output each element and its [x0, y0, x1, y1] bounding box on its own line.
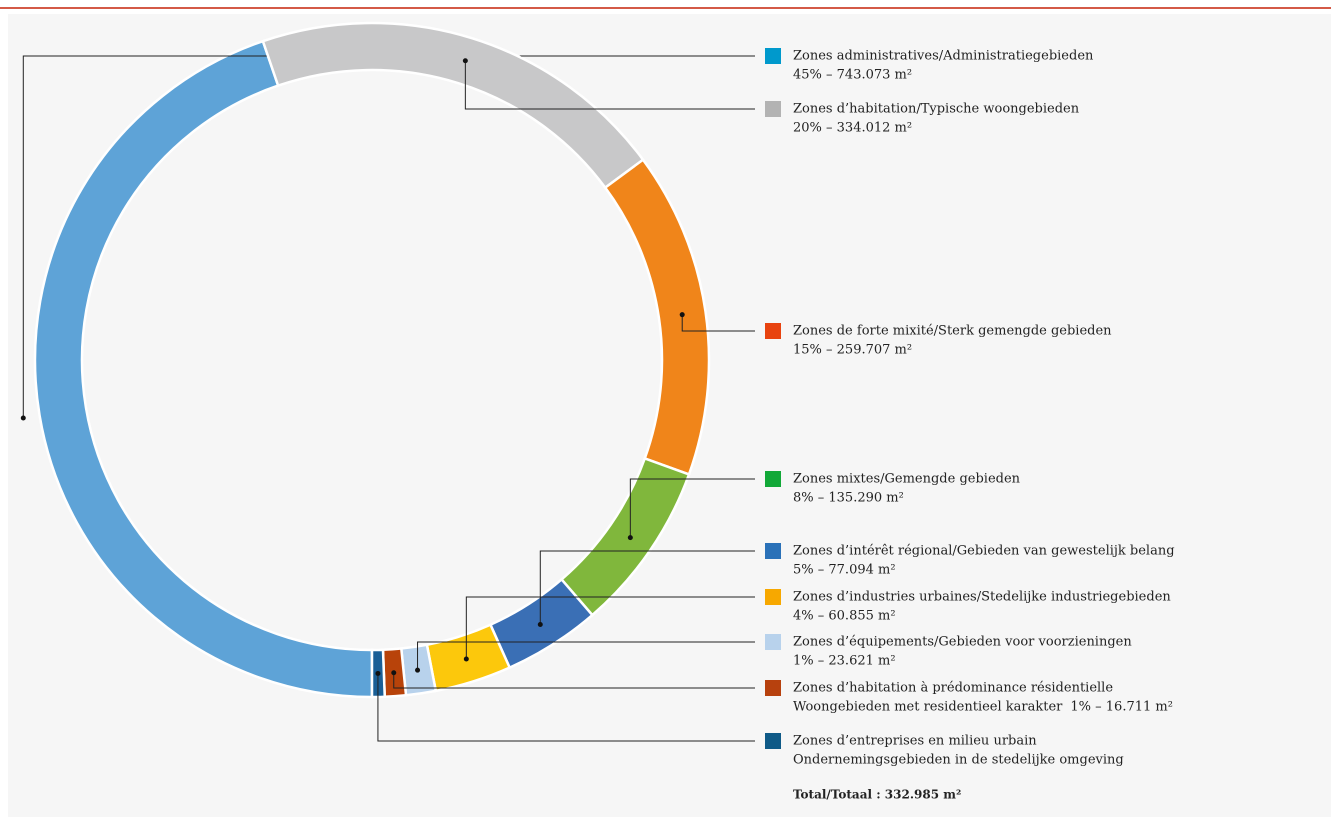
leader-dot [463, 656, 469, 662]
leader-line [629, 478, 755, 538]
leader-line [393, 672, 755, 689]
legend-label: Zones de forte mixité/Sterk gemengde geb… [793, 324, 1112, 339]
legend-label: Ondernemingsgebieden in de stedelijke om… [793, 753, 1124, 768]
leader-line [539, 550, 755, 625]
legend-swatch [765, 589, 781, 605]
value-label: 45% – 743.073 m² [793, 68, 912, 83]
leader-dot [462, 58, 468, 64]
value-label: 1% – 16.711 m² [1070, 700, 1173, 715]
legend-label: Zones d’équipements/Gebieden voor voorzi… [793, 635, 1132, 650]
legend-label: Zones d’habitation à prédominance réside… [793, 681, 1113, 696]
legend-label: Zones d’entreprises en milieu urbain [793, 734, 1037, 749]
value-label: 5% – 77.094 m² [793, 563, 896, 578]
leader-dot [627, 535, 633, 541]
legend-label: Zones administratives/Administratiegebie… [793, 49, 1094, 64]
leader-line [377, 673, 755, 742]
legend-swatch [765, 733, 781, 749]
legend-label: Woongebieden met residentieel karakter [793, 700, 1063, 715]
leader-dot [20, 415, 26, 421]
value-label: 20% – 334.012 m² [793, 121, 912, 136]
legend-label: Zones d’intérêt régional/Gebieden van ge… [793, 544, 1175, 559]
top-rule [0, 7, 1331, 9]
legend-swatch [765, 323, 781, 339]
legend-label: Zones d’habitation/Typische woongebieden [793, 102, 1080, 117]
legend-swatch [765, 543, 781, 559]
legend-swatch [765, 48, 781, 64]
value-label: 1% – 23.621 m² [793, 654, 896, 669]
leader-dot [415, 667, 421, 673]
legend-swatch [765, 680, 781, 696]
leader-dot [391, 670, 397, 676]
leader-dot [537, 622, 543, 628]
legend-swatch [765, 634, 781, 650]
legend-swatch [765, 471, 781, 487]
value-label: 8% – 135.290 m² [793, 491, 904, 506]
value-label: 4% – 60.855 m² [793, 609, 896, 624]
legend-swatch [765, 101, 781, 117]
leader-line [417, 641, 755, 671]
leader-dot [679, 312, 685, 318]
value-label: 15% – 259.707 m² [793, 343, 912, 358]
leader-line [464, 60, 755, 110]
legend-label: Zones mixtes/Gemengde gebieden [793, 472, 1021, 487]
leader-line [465, 596, 755, 659]
leader-line [681, 314, 755, 332]
legend-label: Zones d’industries urbaines/Stedelijke i… [793, 590, 1171, 605]
total-label: Total/Totaal : 332.985 m² [793, 788, 961, 802]
leader-dot [375, 670, 381, 676]
